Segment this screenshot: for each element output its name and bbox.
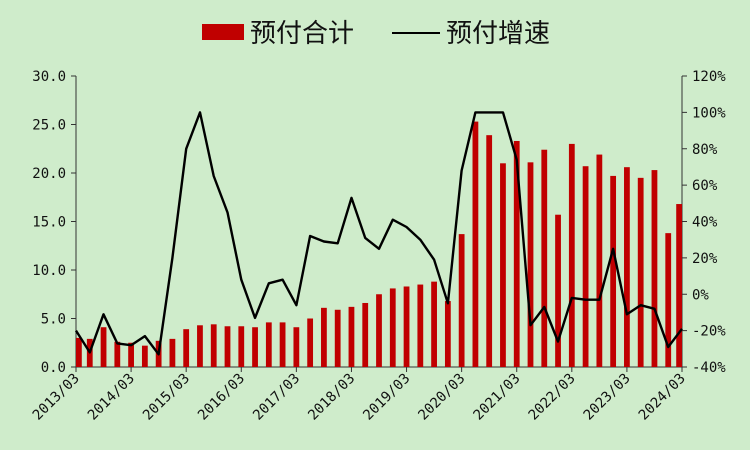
right-tick-label: 120%: [692, 69, 726, 85]
line-series: [74, 111, 683, 356]
x-tick-label: 2013/03: [30, 371, 83, 424]
bar: [582, 166, 589, 367]
right-tick-label: 20%: [692, 251, 718, 267]
legend-swatch-bar: [202, 24, 244, 40]
legend-label-bar: 预付合计: [250, 19, 354, 49]
x-tick-label: 2016/03: [195, 371, 248, 424]
bar: [568, 143, 575, 367]
left-tick-label: 0.0: [41, 360, 66, 376]
bar: [486, 135, 493, 367]
x-tick-label: 2020/03: [415, 371, 468, 424]
bar: [265, 322, 272, 367]
right-tick-label: 80%: [692, 142, 718, 158]
bar: [665, 233, 672, 367]
bar: [128, 342, 134, 367]
left-tick-label: 15.0: [32, 215, 66, 231]
bar: [637, 177, 644, 367]
bar: [472, 121, 479, 367]
bar: [555, 214, 561, 367]
x-tick-label: 2017/03: [250, 371, 303, 424]
bar: [141, 345, 148, 367]
left-tick-label: 10.0: [32, 263, 66, 279]
bar: [76, 337, 82, 367]
bar: [279, 322, 286, 367]
growth-line: [74, 111, 683, 356]
legend: 预付合计 预付增速: [202, 19, 550, 49]
x-tick-label: 2018/03: [305, 371, 358, 424]
legend-label-line: 预付增速: [446, 19, 550, 49]
left-tick-label: 25.0: [32, 118, 66, 134]
right-tick-label: 40%: [692, 215, 718, 231]
bar: [610, 175, 617, 367]
bar: [224, 326, 231, 367]
bar: [676, 204, 682, 367]
bar: [624, 167, 630, 367]
x-tick-label: 2019/03: [360, 371, 413, 424]
bar: [114, 341, 121, 367]
right-tick-label: 60%: [692, 178, 718, 194]
left-tick-label: 20.0: [32, 166, 66, 182]
bar: [527, 162, 534, 367]
right-tick-label: 0%: [692, 287, 709, 303]
right-tick-label: -20%: [692, 324, 726, 340]
tick-labels: 0.0 5.0 10.0 15.0 20.0 25.0 30.0 -40% -20% 0% 20% 4…: [30, 69, 727, 424]
bar: [417, 284, 424, 367]
x-tick-label: 2024/03: [636, 371, 689, 424]
bar: [307, 318, 314, 367]
bar: [197, 325, 203, 367]
left-tick-label: 5.0: [41, 312, 66, 328]
x-tick-label: 2015/03: [140, 371, 193, 424]
x-tick-label: 2021/03: [471, 371, 524, 424]
bar: [321, 307, 327, 367]
x-tick-label: 2014/03: [85, 371, 138, 424]
bar: [444, 301, 451, 367]
bar: [293, 327, 300, 367]
bar: [458, 234, 465, 367]
x-tick-label: 2022/03: [526, 371, 579, 424]
left-tick-label: 30.0: [32, 69, 66, 85]
bar: [362, 302, 369, 367]
bar-series: [76, 121, 682, 367]
bar: [334, 309, 341, 367]
bar: [596, 154, 603, 367]
bar: [431, 281, 437, 367]
bar: [348, 306, 355, 367]
right-tick-label: 100%: [692, 105, 726, 121]
bar: [376, 294, 382, 367]
bar: [389, 288, 396, 367]
bar: [210, 324, 217, 367]
bar: [403, 286, 410, 367]
bar: [183, 329, 190, 367]
bar: [651, 170, 658, 367]
bar: [100, 327, 107, 367]
bar: [238, 326, 245, 367]
right-tick-label: -40%: [692, 360, 726, 376]
bar: [541, 149, 548, 367]
x-tick-label: 2023/03: [581, 371, 634, 424]
bar: [500, 163, 506, 367]
bar: [252, 327, 258, 367]
bar: [513, 140, 520, 367]
bar: [169, 338, 176, 367]
